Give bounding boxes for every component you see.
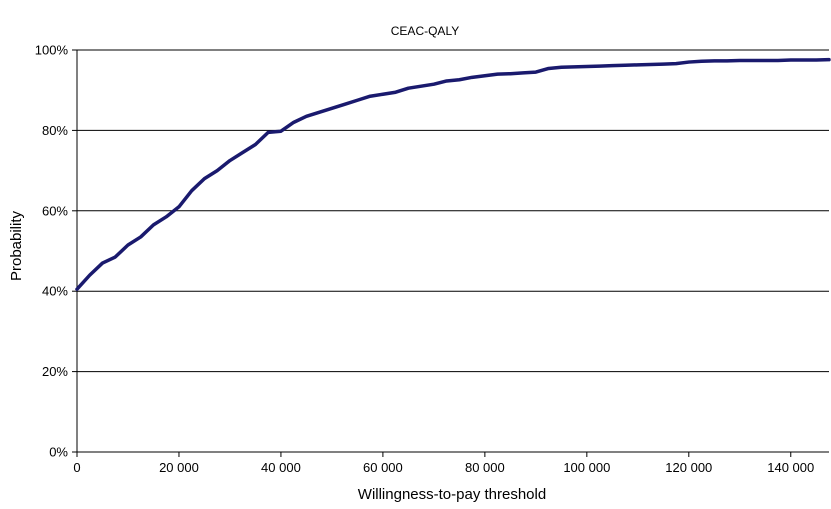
y-tick-labels: 0% 20% 40% 60% 80% 100% <box>35 43 69 460</box>
x-tick-label: 120 000 <box>665 460 712 475</box>
y-tick-label: 20% <box>42 364 68 379</box>
y-tick-label: 60% <box>42 203 68 218</box>
y-axis-label: Probability <box>8 210 25 281</box>
chart-title: CEAC-QALY <box>391 24 459 38</box>
y-tick-label: 100% <box>35 43 69 58</box>
x-tick-labels: 0 20 000 40 000 60 000 80 000 100 000 120 000 1… <box>73 460 814 475</box>
x-tick-label: 20 000 <box>159 460 199 475</box>
x-tick-label: 40 000 <box>261 460 301 475</box>
x-tick-label: 80 000 <box>465 460 505 475</box>
x-tick-label: 140 000 <box>767 460 814 475</box>
x-tick-label: 60 000 <box>363 460 403 475</box>
y-tick-label: 80% <box>42 123 68 138</box>
gridlines <box>77 49 829 373</box>
x-tick-label: 0 <box>73 460 80 475</box>
series-line <box>75 57 831 291</box>
x-axis-label: Willingness-to-pay threshold <box>358 486 546 503</box>
x-tick-label: 100 000 <box>563 460 610 475</box>
axes <box>72 49 829 457</box>
y-tick-label: 0% <box>49 445 68 460</box>
y-tick-label: 40% <box>42 284 68 299</box>
